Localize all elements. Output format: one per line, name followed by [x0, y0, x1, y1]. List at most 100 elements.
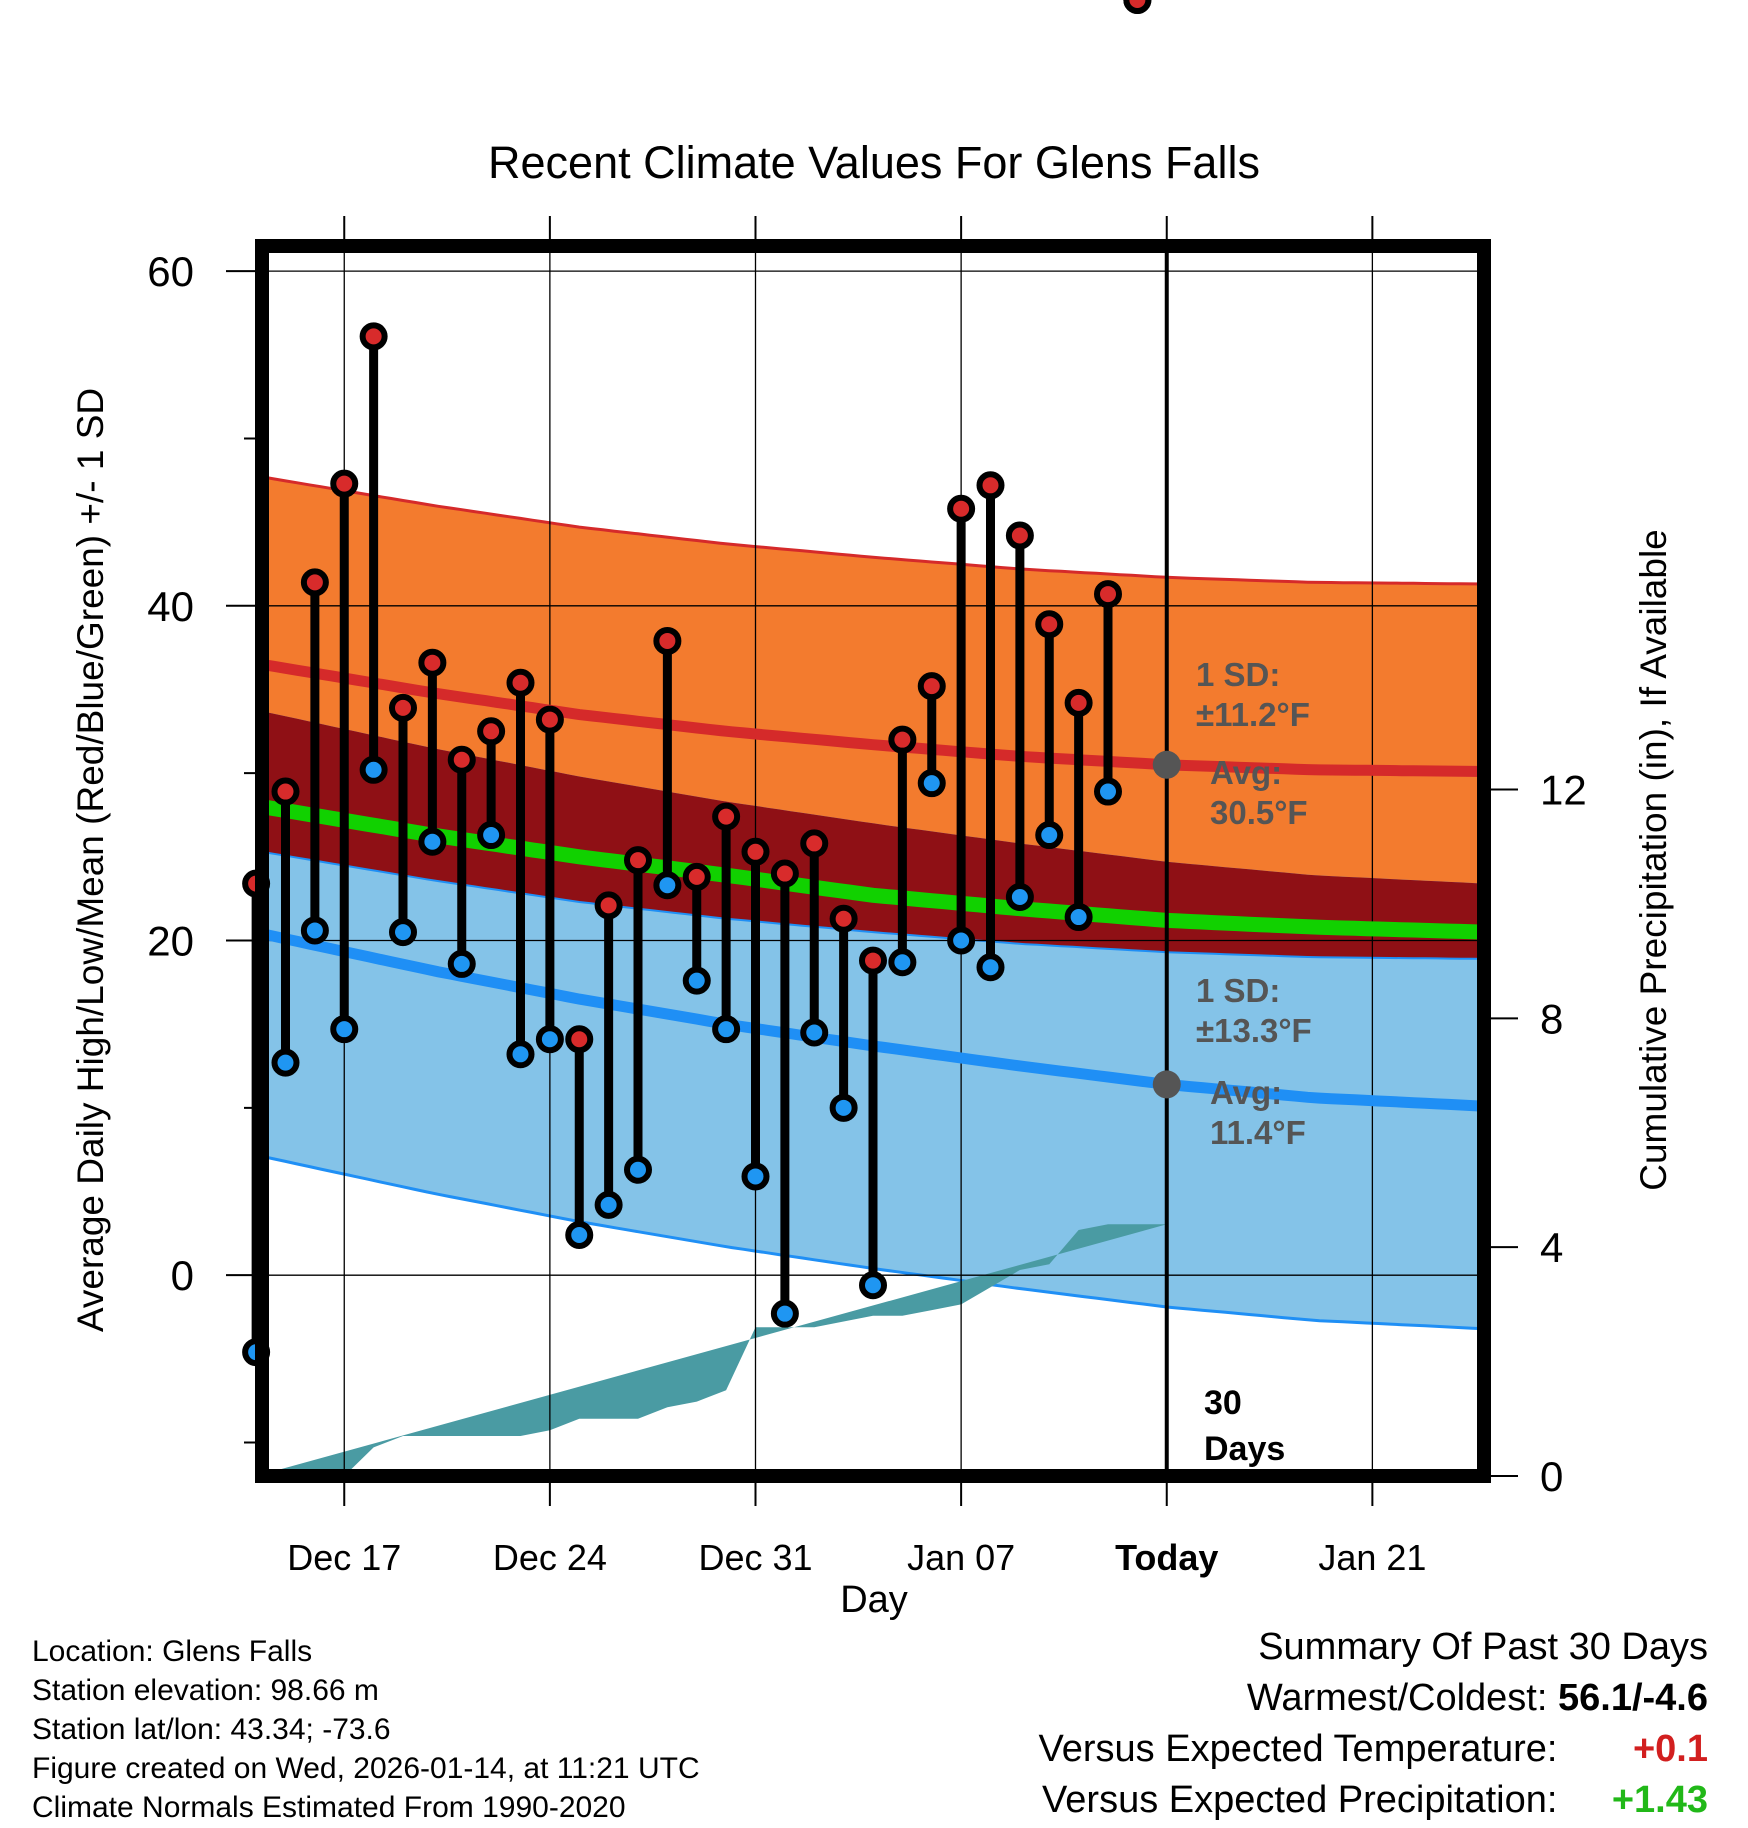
low-avg-today-marker — [1152, 1070, 1181, 1099]
low-temp-point — [624, 1155, 652, 1184]
low-temp-point — [1064, 903, 1093, 932]
low-temp-point — [594, 1190, 623, 1219]
y2-tick-label: 0 — [1540, 1453, 1563, 1500]
precip-value: +1.43 — [1611, 1779, 1708, 1821]
x-tick-label: Jan 21 — [1318, 1537, 1426, 1578]
high-temp-point — [535, 705, 564, 734]
summary-panel: Summary Of Past 30 Days Warmest/Coldest:… — [1039, 1622, 1708, 1826]
high-temp-point — [271, 777, 300, 806]
low-temp-point — [800, 1018, 829, 1047]
x-tick-label: Jan 07 — [907, 1537, 1015, 1578]
day-observation — [477, 717, 506, 850]
x-tick-label: Today — [1115, 1537, 1218, 1578]
high-temp-point — [506, 668, 535, 697]
low-temp-point — [888, 948, 917, 977]
normals-period-text: Climate Normals Estimated From 1990-2020 — [32, 1791, 626, 1824]
station-info: Location: Glens Falls Station elevation:… — [32, 1632, 700, 1827]
high-temp-point — [653, 626, 682, 655]
high-temp-point — [624, 846, 652, 875]
high-avg-value: 30.5°F — [1210, 794, 1308, 831]
high-temp-point — [330, 469, 359, 498]
day-observation — [712, 802, 741, 1044]
created-text: Figure created on Wed, 2026-01-14, at 11… — [32, 1752, 700, 1785]
day-observation — [859, 946, 887, 1300]
low-avg-value: 11.4°F — [1210, 1114, 1306, 1151]
high-temp-point — [712, 802, 741, 831]
day-observation — [300, 568, 329, 945]
x-tick-label: Dec 24 — [493, 1537, 607, 1578]
chart-title: Recent Climate Values For Glens Falls — [488, 137, 1260, 188]
y2-tick-label: 4 — [1540, 1224, 1563, 1271]
day-observation — [271, 777, 300, 1077]
day-observation — [917, 672, 946, 798]
summary-warm-cold-row: Warmest/Coldest: 56.1/-4.6 — [1039, 1673, 1708, 1724]
thirty-days-word: Days — [1204, 1430, 1285, 1468]
low-temp-point — [506, 1040, 535, 1069]
precip-area — [262, 1224, 1167, 1476]
low-temp-point — [535, 1025, 564, 1054]
y-tick-label: 40 — [147, 583, 194, 630]
climate-chart: Recent Climate Values For Glens Falls 1 … — [70, 0, 1674, 1620]
low-temp-point — [389, 918, 417, 947]
low-sd-value: ±13.3°F — [1196, 1012, 1312, 1049]
low-temp-point — [330, 1015, 359, 1044]
high-avg-today-marker — [1152, 750, 1181, 779]
day-observation — [565, 1025, 594, 1250]
thirty-days-number: 30 — [1204, 1384, 1242, 1422]
high-temp-point — [1123, 0, 1152, 14]
temp-label: Versus Expected Temperature: — [1038, 1728, 1558, 1770]
high-temp-point — [976, 471, 1005, 500]
elevation-text: Station elevation: 98.66 m — [32, 1674, 379, 1707]
high-temp-point — [947, 494, 976, 523]
day-observation — [1064, 688, 1093, 932]
summary-title: Summary Of Past 30 Days — [1258, 1626, 1708, 1668]
high-temp-point — [447, 745, 476, 774]
plot-frame — [255, 239, 1491, 1483]
high-temp-point — [770, 859, 799, 888]
low-temp-point — [976, 953, 1005, 982]
low-temp-point — [359, 755, 388, 784]
day-observation — [389, 693, 417, 947]
y2-tick-label: 8 — [1540, 995, 1563, 1042]
day-observation — [947, 494, 976, 955]
day-observation — [594, 891, 623, 1219]
day-observation — [1005, 521, 1034, 911]
high-temp-point — [389, 693, 417, 722]
summary-temp-row: Versus Expected Temperature: +0.1 — [1039, 1724, 1708, 1775]
x-tick-label: Dec 31 — [698, 1537, 812, 1578]
high-temp-point — [1035, 610, 1064, 639]
low-temp-point — [271, 1048, 300, 1077]
high-temp-point — [477, 717, 506, 746]
cumulative-precipitation-area — [262, 1224, 1167, 1476]
day-observation — [535, 705, 564, 1054]
day-observation — [653, 626, 682, 900]
temp-value: +0.1 — [1632, 1728, 1708, 1770]
day-observation — [800, 829, 829, 1047]
high-temp-point — [859, 946, 887, 975]
low-temp-point — [477, 821, 506, 850]
high-temp-point — [418, 648, 447, 677]
y-tick-label: 20 — [147, 917, 194, 964]
high-temp-point — [917, 672, 946, 701]
day-observation — [447, 745, 476, 978]
y2-axis-label: Cumulative Precipitation (in), If Availa… — [1633, 529, 1674, 1191]
high-sd-label: 1 SD: — [1196, 656, 1280, 693]
y2-tick-label: 12 — [1540, 766, 1587, 813]
y-tick-label: 0 — [171, 1252, 194, 1299]
low-temp-point — [859, 1271, 887, 1300]
low-temp-point — [741, 1162, 770, 1191]
x-tick-label: Dec 17 — [287, 1537, 401, 1578]
overlap-band — [262, 711, 1484, 959]
high-upper-edge — [262, 475, 1484, 586]
day-observation — [1123, 0, 1152, 14]
high-temp-point — [741, 837, 770, 866]
low-temp-point — [829, 1093, 858, 1122]
low-temp-point — [1094, 777, 1122, 806]
day-observation — [682, 862, 711, 995]
x-axis-label: Day — [840, 1579, 908, 1620]
low-temp-point — [418, 827, 447, 856]
low-temp-point — [447, 949, 476, 978]
high-normal-line — [262, 658, 1484, 777]
low-sd-label: 1 SD: — [1196, 972, 1280, 1009]
